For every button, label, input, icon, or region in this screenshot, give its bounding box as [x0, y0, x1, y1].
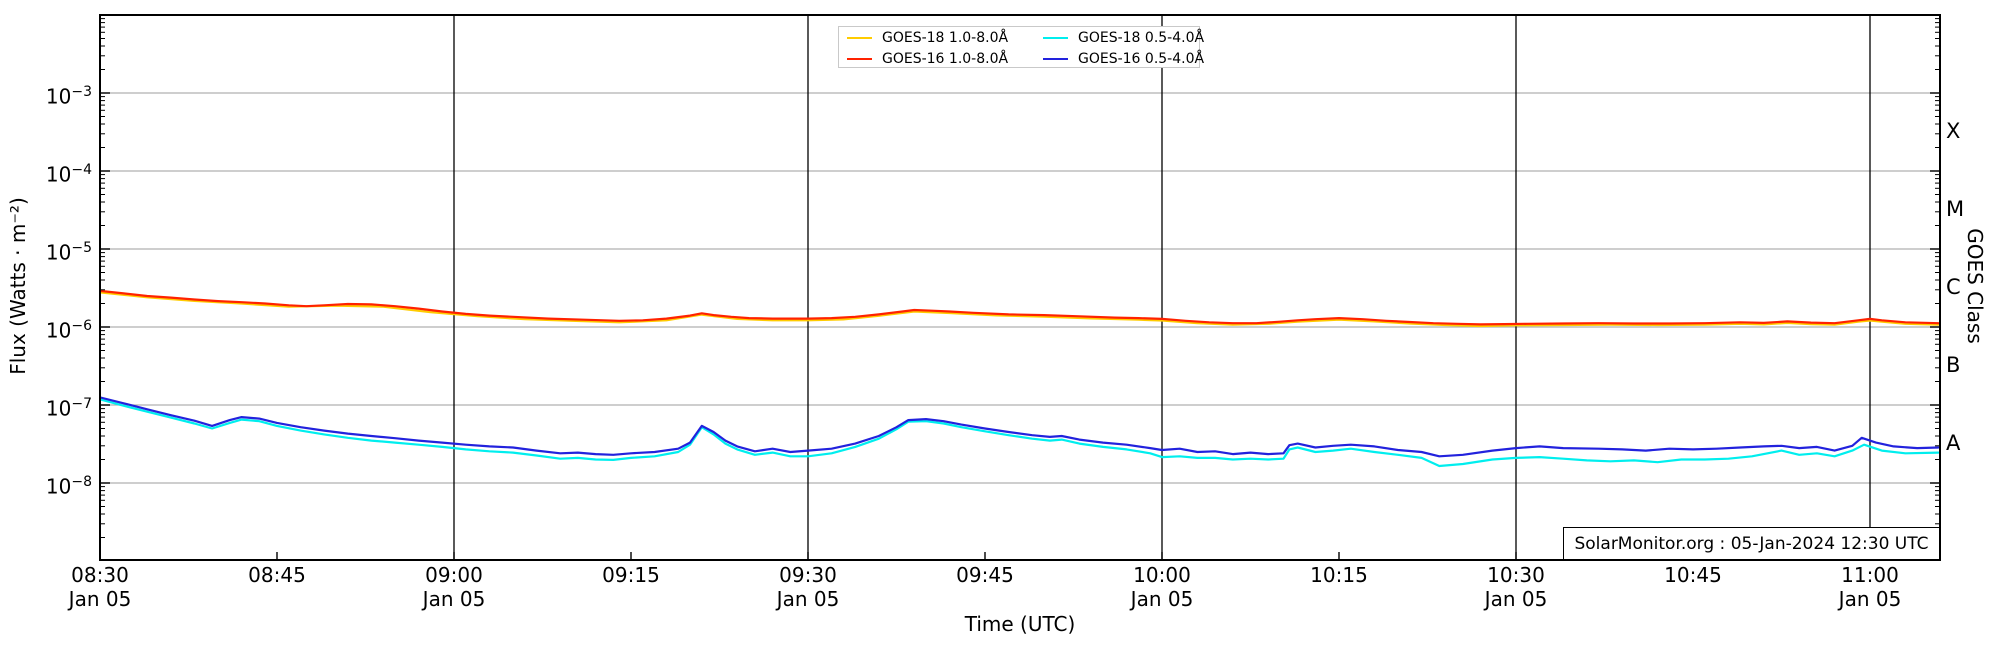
y-tick-label: 10−7 — [45, 396, 92, 421]
x-tick-date-label: Jan 05 — [1484, 587, 1548, 611]
goes-class-letter-b: B — [1946, 353, 1961, 378]
goes-class-letter-x: X — [1946, 119, 1961, 144]
x-tick-label: 08:30 — [71, 563, 129, 587]
annotation-text: SolarMonitor.org : 05-Jan-2024 12:30 UTC — [1574, 533, 1929, 554]
x-tick-label: 09:15 — [602, 563, 660, 587]
x-tick-label: 10:15 — [1310, 563, 1368, 587]
y-axis-label-flux: Flux (Watts · m⁻²) — [6, 197, 30, 375]
x-tick-date-label: Jan 05 — [422, 587, 486, 611]
y-tick-label: 10−5 — [45, 240, 92, 265]
legend-item: GOES-18 0.5-4.0Å — [1043, 30, 1204, 46]
x-tick-date-label: Jan 05 — [1130, 587, 1194, 611]
legend-item: GOES-16 0.5-4.0Å — [1043, 51, 1204, 67]
legend-line-sample — [847, 36, 872, 39]
goes-class-letter-m: M — [1946, 197, 1965, 222]
x-tick-label: 10:00 — [1133, 563, 1191, 587]
x-tick-label: 08:45 — [248, 563, 306, 587]
x-tick-date-label: Jan 05 — [68, 587, 132, 611]
legend-label: GOES-16 1.0-8.0Å — [882, 50, 1009, 67]
x-axis-label-time: Time (UTC) — [964, 612, 1076, 636]
annotation-box: SolarMonitor.org : 05-Jan-2024 12:30 UTC — [1563, 527, 1940, 560]
x-tick-label: 09:30 — [779, 563, 837, 587]
y-tick-label: 10−8 — [45, 474, 92, 499]
x-tick-label: 10:45 — [1664, 563, 1722, 587]
x-tick-date-label: Jan 05 — [776, 587, 840, 611]
x-tick-label: 10:30 — [1487, 563, 1545, 587]
legend: GOES-18 1.0-8.0Å GOES-16 1.0-8.0Å GOES-18 … — [838, 26, 1204, 68]
legend-item: GOES-16 1.0-8.0Å — [847, 51, 1043, 67]
legend-label: GOES-18 1.0-8.0Å — [882, 29, 1009, 46]
x-tick-label: 09:00 — [425, 563, 483, 587]
y-tick-label: 10−3 — [45, 84, 92, 109]
goes-class-letter-c: C — [1946, 275, 1961, 300]
x-tick-label: 11:00 — [1841, 563, 1899, 587]
legend-line-sample — [847, 57, 872, 60]
legend-line-sample — [1043, 36, 1068, 39]
legend-item: GOES-18 1.0-8.0Å — [847, 30, 1043, 46]
x-tick-date-label: Jan 05 — [1838, 587, 1902, 611]
goes-class-letter-a: A — [1946, 431, 1961, 456]
legend-label: GOES-16 0.5-4.0Å — [1078, 50, 1205, 67]
legend-label: GOES-18 0.5-4.0Å — [1078, 29, 1205, 46]
y-tick-label: 10−6 — [45, 318, 92, 343]
x-tick-label: 09:45 — [956, 563, 1014, 587]
legend-line-sample — [1043, 57, 1068, 60]
y-tick-label: 10−4 — [45, 162, 92, 187]
